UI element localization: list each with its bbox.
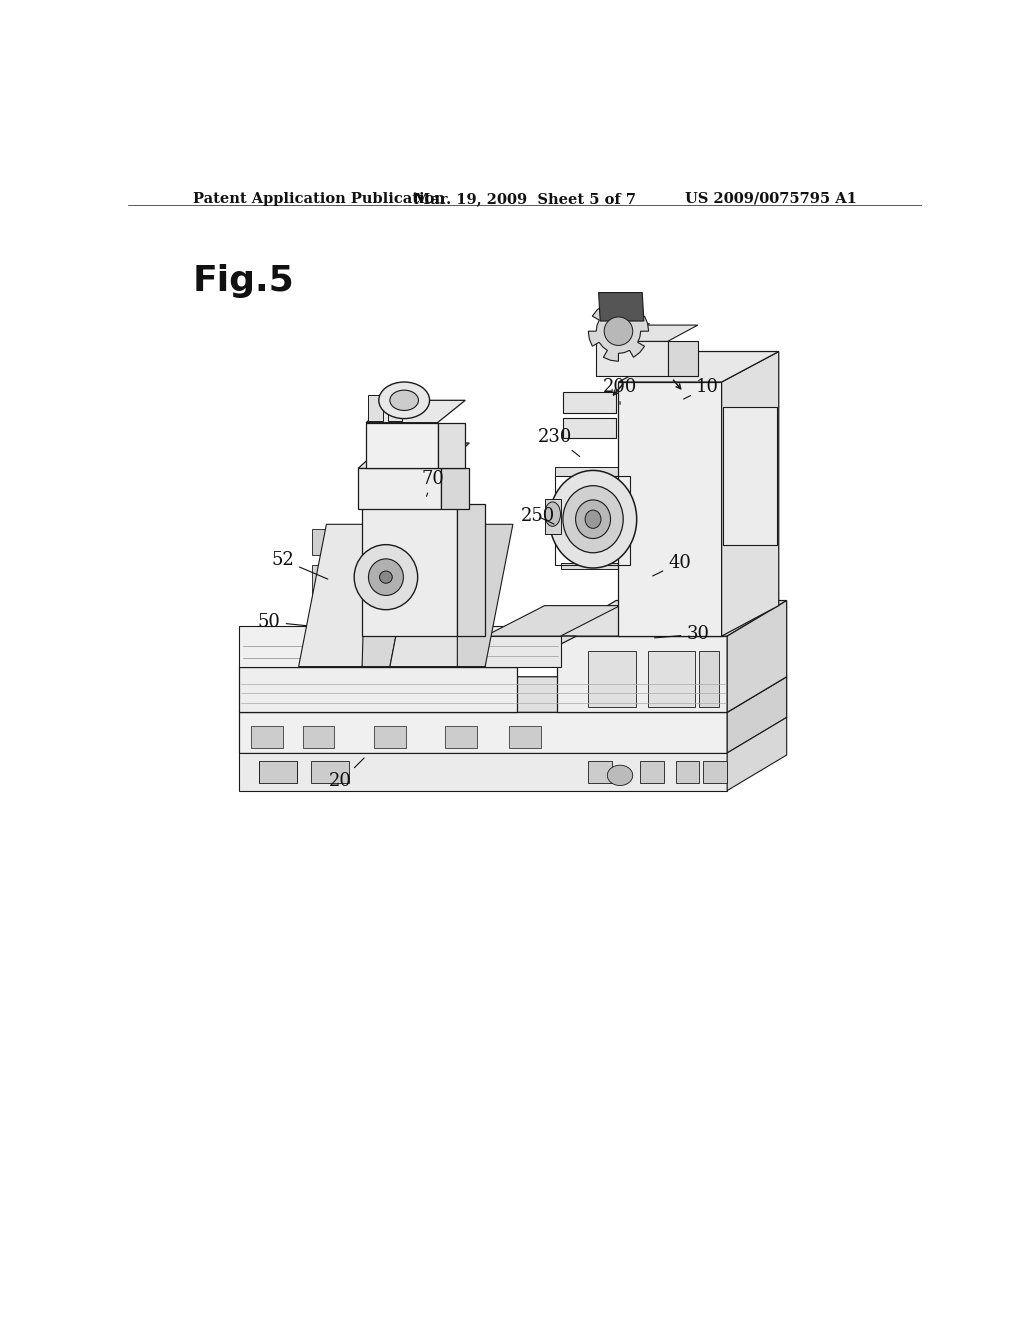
Text: Mar. 19, 2009  Sheet 5 of 7: Mar. 19, 2009 Sheet 5 of 7 <box>414 191 636 206</box>
Bar <box>703 762 727 784</box>
Bar <box>452 565 477 626</box>
Bar <box>452 529 477 554</box>
Polygon shape <box>299 524 390 667</box>
Polygon shape <box>588 301 648 362</box>
Bar <box>312 565 340 626</box>
Polygon shape <box>727 677 786 752</box>
Polygon shape <box>722 351 778 636</box>
Text: US 2009/0075795 A1: US 2009/0075795 A1 <box>685 191 856 206</box>
Polygon shape <box>458 524 513 667</box>
Bar <box>259 762 297 784</box>
Polygon shape <box>599 293 644 321</box>
Ellipse shape <box>354 545 418 610</box>
Polygon shape <box>555 467 631 475</box>
Text: 52: 52 <box>271 550 328 579</box>
Text: 10: 10 <box>684 378 719 399</box>
Text: 250: 250 <box>520 507 555 525</box>
Polygon shape <box>390 524 485 667</box>
Polygon shape <box>596 325 697 342</box>
Ellipse shape <box>369 558 403 595</box>
Ellipse shape <box>585 510 601 528</box>
Text: 230: 230 <box>538 428 580 457</box>
Polygon shape <box>485 636 560 667</box>
Ellipse shape <box>380 572 392 583</box>
Ellipse shape <box>607 766 633 785</box>
Text: 20: 20 <box>330 758 365 791</box>
Ellipse shape <box>563 486 624 553</box>
Polygon shape <box>560 562 628 569</box>
Polygon shape <box>545 499 560 535</box>
Bar <box>509 726 541 748</box>
Text: 50: 50 <box>258 612 306 631</box>
Bar <box>303 726 334 748</box>
Text: 30: 30 <box>654 626 710 643</box>
Bar <box>588 762 612 784</box>
Bar <box>680 554 712 626</box>
Ellipse shape <box>379 381 430 418</box>
Bar <box>387 391 401 421</box>
Polygon shape <box>618 381 722 636</box>
Bar <box>312 529 340 554</box>
Polygon shape <box>367 400 465 422</box>
Ellipse shape <box>545 502 560 527</box>
Bar <box>676 762 699 784</box>
Text: 40: 40 <box>652 554 691 576</box>
Bar <box>555 475 631 565</box>
Ellipse shape <box>390 391 419 411</box>
Polygon shape <box>358 444 469 469</box>
Bar <box>374 726 406 748</box>
Polygon shape <box>240 752 727 791</box>
Text: Patent Application Publication: Patent Application Publication <box>194 191 445 206</box>
Bar <box>723 408 777 545</box>
Bar <box>640 762 664 784</box>
Polygon shape <box>240 713 727 752</box>
Bar <box>445 726 477 748</box>
Bar <box>369 395 383 421</box>
Bar <box>648 651 695 708</box>
Polygon shape <box>367 422 437 469</box>
Polygon shape <box>485 606 620 636</box>
Polygon shape <box>596 342 668 376</box>
Polygon shape <box>240 677 786 713</box>
Polygon shape <box>437 422 465 469</box>
Polygon shape <box>563 417 616 438</box>
Polygon shape <box>458 504 485 636</box>
Polygon shape <box>240 626 517 667</box>
Bar <box>699 651 719 708</box>
Bar <box>380 442 399 461</box>
Bar <box>251 726 283 748</box>
Polygon shape <box>557 601 786 636</box>
Polygon shape <box>240 636 577 667</box>
Bar <box>588 651 636 708</box>
Text: Fig.5: Fig.5 <box>194 264 295 297</box>
Polygon shape <box>362 504 458 636</box>
Polygon shape <box>618 351 778 381</box>
Polygon shape <box>358 469 441 510</box>
Polygon shape <box>240 667 517 713</box>
Text: 200: 200 <box>603 378 637 404</box>
Text: 70: 70 <box>421 470 444 496</box>
Polygon shape <box>668 342 697 376</box>
Polygon shape <box>441 469 469 510</box>
Polygon shape <box>362 524 418 667</box>
Polygon shape <box>727 601 786 713</box>
Bar <box>632 554 672 626</box>
Polygon shape <box>557 636 727 713</box>
Bar <box>404 442 424 461</box>
Ellipse shape <box>550 470 637 568</box>
Ellipse shape <box>575 500 610 539</box>
Polygon shape <box>563 392 616 412</box>
Polygon shape <box>727 718 786 791</box>
Ellipse shape <box>604 317 633 346</box>
Bar <box>310 762 348 784</box>
